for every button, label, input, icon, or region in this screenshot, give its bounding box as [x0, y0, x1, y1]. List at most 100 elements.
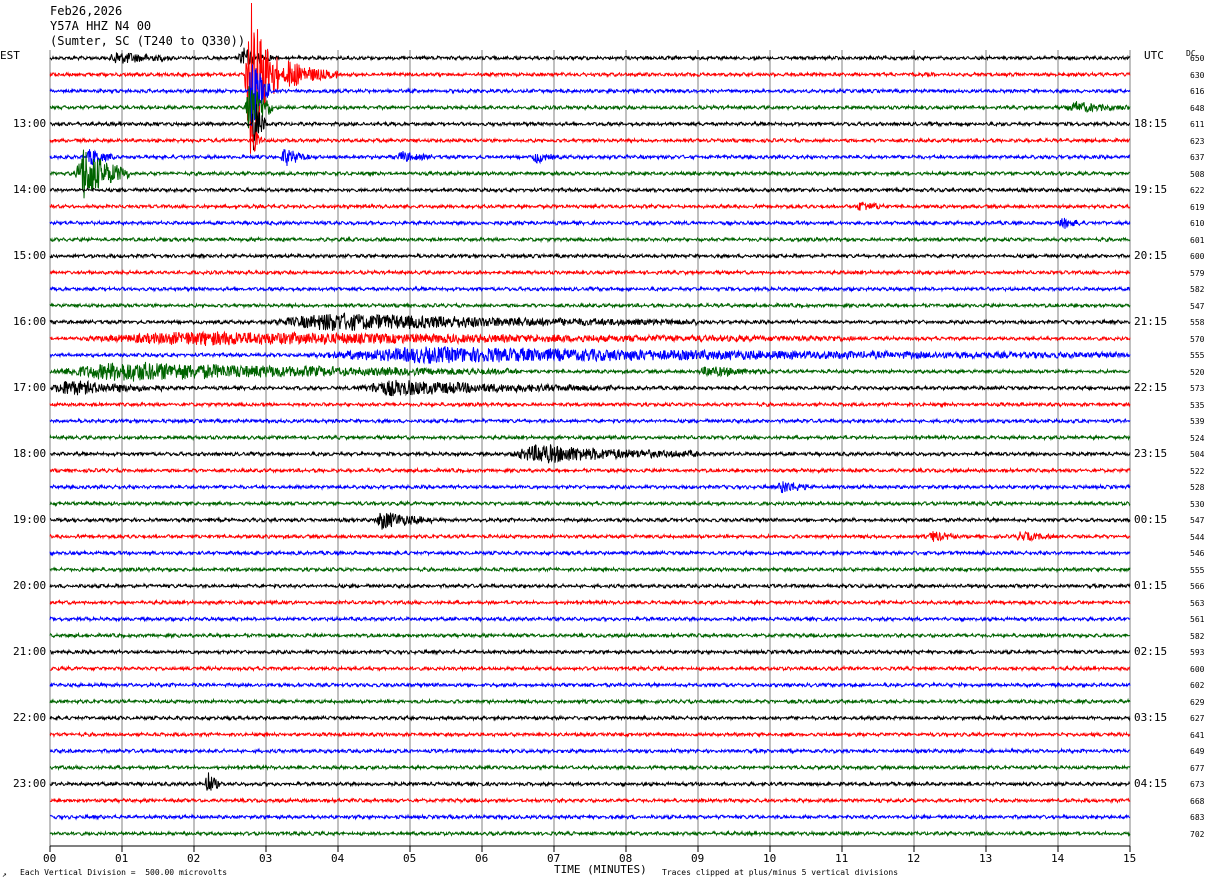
dc-offset-label: 573 — [1190, 384, 1205, 393]
trace-16 — [49, 312, 1131, 331]
right-hour-label: 03:15 — [1134, 711, 1168, 724]
dc-offset-label: 673 — [1190, 780, 1205, 789]
dc-offset-label: 601 — [1190, 235, 1205, 245]
x-tick-label: 09 — [691, 852, 705, 865]
x-axis-label: TIME (MINUTES) — [554, 863, 647, 876]
left-hour-label: 22:00 — [13, 711, 47, 724]
trace-0 — [49, 47, 1131, 65]
trace-34 — [49, 615, 1131, 623]
dc-offset-label: 561 — [1190, 615, 1205, 624]
trace-35 — [49, 631, 1131, 640]
dc-offset-label: 546 — [1190, 549, 1205, 558]
right-hour-label: 20:15 — [1134, 249, 1168, 262]
x-tick-label: 08 — [619, 852, 633, 865]
x-tick-label: 12 — [907, 852, 921, 865]
trace-25 — [49, 466, 1131, 475]
record-date: Feb26,2026 — [50, 4, 123, 18]
dc-offset-label: 622 — [1190, 186, 1205, 195]
right-hour-label: 02:15 — [1134, 645, 1168, 658]
trace-17 — [49, 330, 1131, 347]
dc-offset-label: 508 — [1190, 169, 1205, 179]
trace-40 — [49, 714, 1131, 722]
trace-9 — [49, 201, 1131, 211]
trace-6 — [49, 149, 1131, 167]
dc-offset-label: 649 — [1190, 747, 1205, 756]
x-tick-label: 13 — [979, 852, 993, 865]
dc-offset-label: 555 — [1190, 565, 1205, 575]
trace-33 — [49, 598, 1131, 607]
dc-offset-label: 582 — [1190, 285, 1205, 294]
trace-5 — [49, 131, 1131, 152]
x-axis-ticks — [49, 846, 1131, 852]
dc-offset-label: 539 — [1190, 417, 1205, 426]
trace-29 — [49, 530, 1131, 543]
trace-36 — [49, 648, 1131, 656]
right-hour-label: 23:15 — [1134, 447, 1168, 460]
x-tick-label: 06 — [475, 852, 489, 865]
dc-offset-label: 563 — [1190, 598, 1205, 608]
dc-offset-label: 528 — [1190, 483, 1205, 492]
trace-28 — [49, 512, 1131, 530]
dc-offset-label: 504 — [1190, 450, 1205, 459]
left-hour-label: 13:00 — [13, 117, 47, 130]
dc-offset-label: 611 — [1190, 120, 1205, 129]
trace-11 — [49, 235, 1131, 244]
dc-offset-label: 702 — [1190, 829, 1205, 839]
dc-offset-label: 522 — [1190, 466, 1205, 476]
x-tick-label: 04 — [331, 852, 345, 865]
scale-note: Each Vertical Division = 500.00 microvol… — [20, 868, 228, 877]
trace-47 — [49, 829, 1131, 838]
dc-offset-label: 600 — [1190, 664, 1205, 674]
trace-42 — [49, 747, 1130, 755]
trace-10 — [49, 217, 1131, 229]
trace-7 — [49, 149, 1131, 199]
left-hour-label: 15:00 — [13, 249, 47, 262]
x-tick-label: 05 — [403, 852, 417, 865]
dc-offset-label: 637 — [1190, 153, 1205, 162]
dc-offset-label: 544 — [1190, 532, 1205, 542]
dc-offset-label: 627 — [1190, 714, 1205, 723]
dc-offset-label: 602 — [1190, 681, 1205, 690]
dc-offset-label: 582 — [1190, 631, 1205, 641]
dc-offset-label: 630 — [1190, 70, 1205, 80]
trace-14 — [49, 285, 1131, 293]
x-tick-label: 07 — [547, 852, 561, 865]
left-hour-label: 21:00 — [13, 645, 47, 658]
x-tick-label: 10 — [763, 852, 777, 865]
right-hour-label: 21:15 — [1134, 315, 1168, 328]
right-hour-label: 01:15 — [1134, 579, 1168, 592]
dc-offset-label: 524 — [1190, 433, 1205, 443]
right-hour-label: 18:15 — [1134, 117, 1168, 130]
trace-20 — [49, 379, 1131, 397]
trace-32 — [49, 582, 1131, 590]
dc-offset-label: 535 — [1190, 400, 1205, 410]
trace-37 — [49, 664, 1130, 673]
dc-offset-label: 547 — [1190, 301, 1205, 311]
dc-offset-label: 648 — [1190, 103, 1205, 113]
trace-3 — [49, 86, 1131, 129]
seismic-traces — [49, 2, 1131, 838]
trace-21 — [49, 400, 1131, 409]
dc-offset-label: 641 — [1190, 730, 1205, 740]
dc-offset-label: 570 — [1190, 334, 1205, 344]
trace-22 — [49, 417, 1131, 425]
trace-18 — [49, 345, 1131, 365]
station-id: Y57A HHZ N4 00 — [50, 19, 152, 33]
dc-offset-label: 558 — [1190, 318, 1205, 327]
dc-offset-label: 520 — [1190, 367, 1205, 377]
x-tick-label: 03 — [259, 852, 273, 865]
trace-12 — [49, 252, 1131, 260]
dc-offset-label: 623 — [1190, 136, 1205, 146]
dc-offset-label: 555 — [1190, 351, 1205, 360]
trace-41 — [49, 730, 1131, 739]
time-grid — [49, 50, 1131, 847]
right-hour-label: 00:15 — [1134, 513, 1168, 526]
dc-offset-label: 616 — [1190, 87, 1205, 96]
trace-4 — [50, 104, 1130, 151]
trace-31 — [49, 565, 1131, 574]
dc-offset-label: 530 — [1190, 499, 1205, 509]
dc-offset-label: 683 — [1190, 813, 1205, 822]
left-axis-title: EST — [0, 49, 20, 62]
trace-27 — [49, 499, 1131, 508]
